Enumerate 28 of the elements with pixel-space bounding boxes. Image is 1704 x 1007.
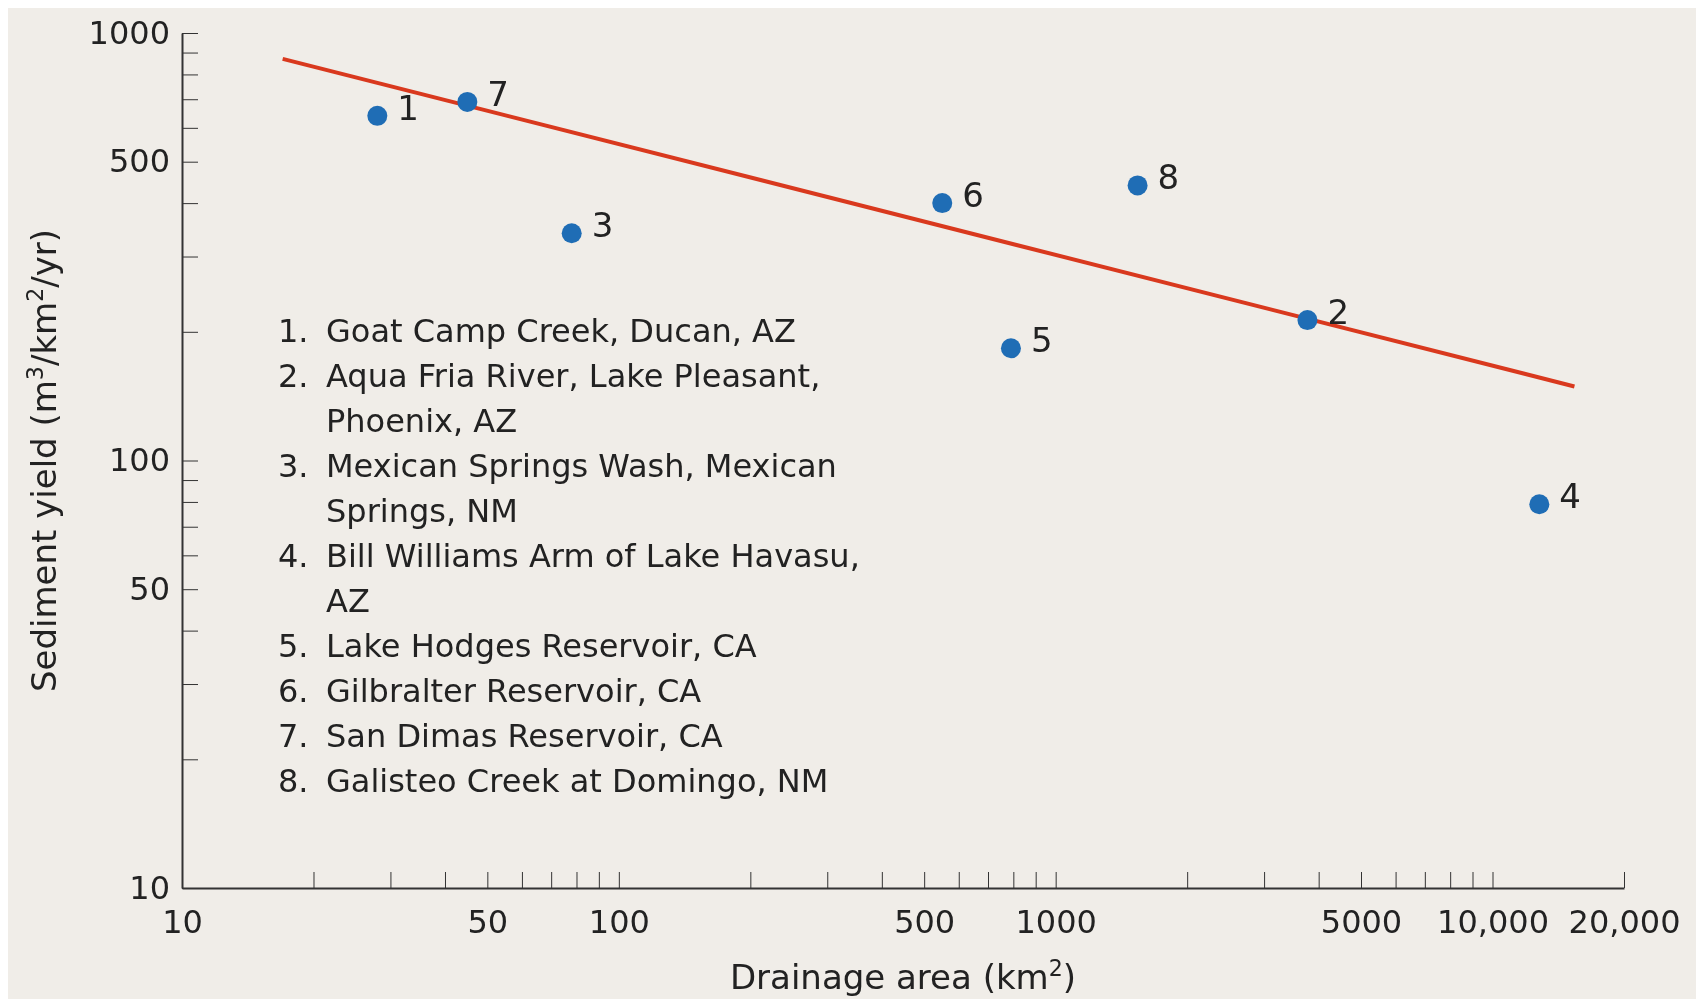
x-tick-label: 5000	[1320, 902, 1403, 941]
y-tick-label: 500	[108, 142, 170, 181]
x-tick-label: 500	[894, 902, 956, 941]
annotation: 4. Bill Williams Arm of Lake Havasu, AZ	[278, 537, 860, 620]
series-label: 2	[1327, 292, 1350, 333]
annotation: 6. Gilbralter Reservoir, CA	[278, 672, 702, 710]
series-label: 1	[397, 87, 419, 128]
x-tick-label: 20,000	[1568, 902, 1681, 941]
x-tick-label: 100	[588, 902, 650, 941]
series-label: 6	[962, 175, 984, 216]
x-tick-label: 50	[467, 902, 509, 941]
annotation: 7. San Dimas Reservoir, CA	[278, 717, 723, 755]
y-tick-label: 100	[108, 441, 170, 480]
series-label: 8	[1157, 157, 1180, 198]
x-axis-title: Drainage area (km$^{2}$)	[729, 955, 1077, 997]
x-tick-label: 1000	[1015, 902, 1097, 941]
annotation: 2. Aqua Fria River, Lake Pleasant, Phoenix, AZ	[278, 357, 821, 440]
y-tick-label: 1000	[88, 13, 170, 52]
series-label: 7	[487, 73, 509, 114]
series-label: 4	[1559, 476, 1581, 517]
series-label: 3	[591, 205, 614, 246]
annotation: 3. Mexican Springs Wash, Mexican Springs, NM	[278, 447, 837, 530]
x-tick-label: 10,000	[1437, 902, 1549, 941]
annotation: 5. Lake Hodges Reservoir, CA	[278, 627, 757, 665]
annotation: 1. Goat Camp Creek, Ducan, AZ	[278, 312, 796, 350]
annotation: 8. Galisteo Creek at Domingo, NM	[278, 762, 829, 800]
series-label: 5	[1030, 320, 1053, 361]
y-tick-label: 50	[129, 569, 170, 608]
